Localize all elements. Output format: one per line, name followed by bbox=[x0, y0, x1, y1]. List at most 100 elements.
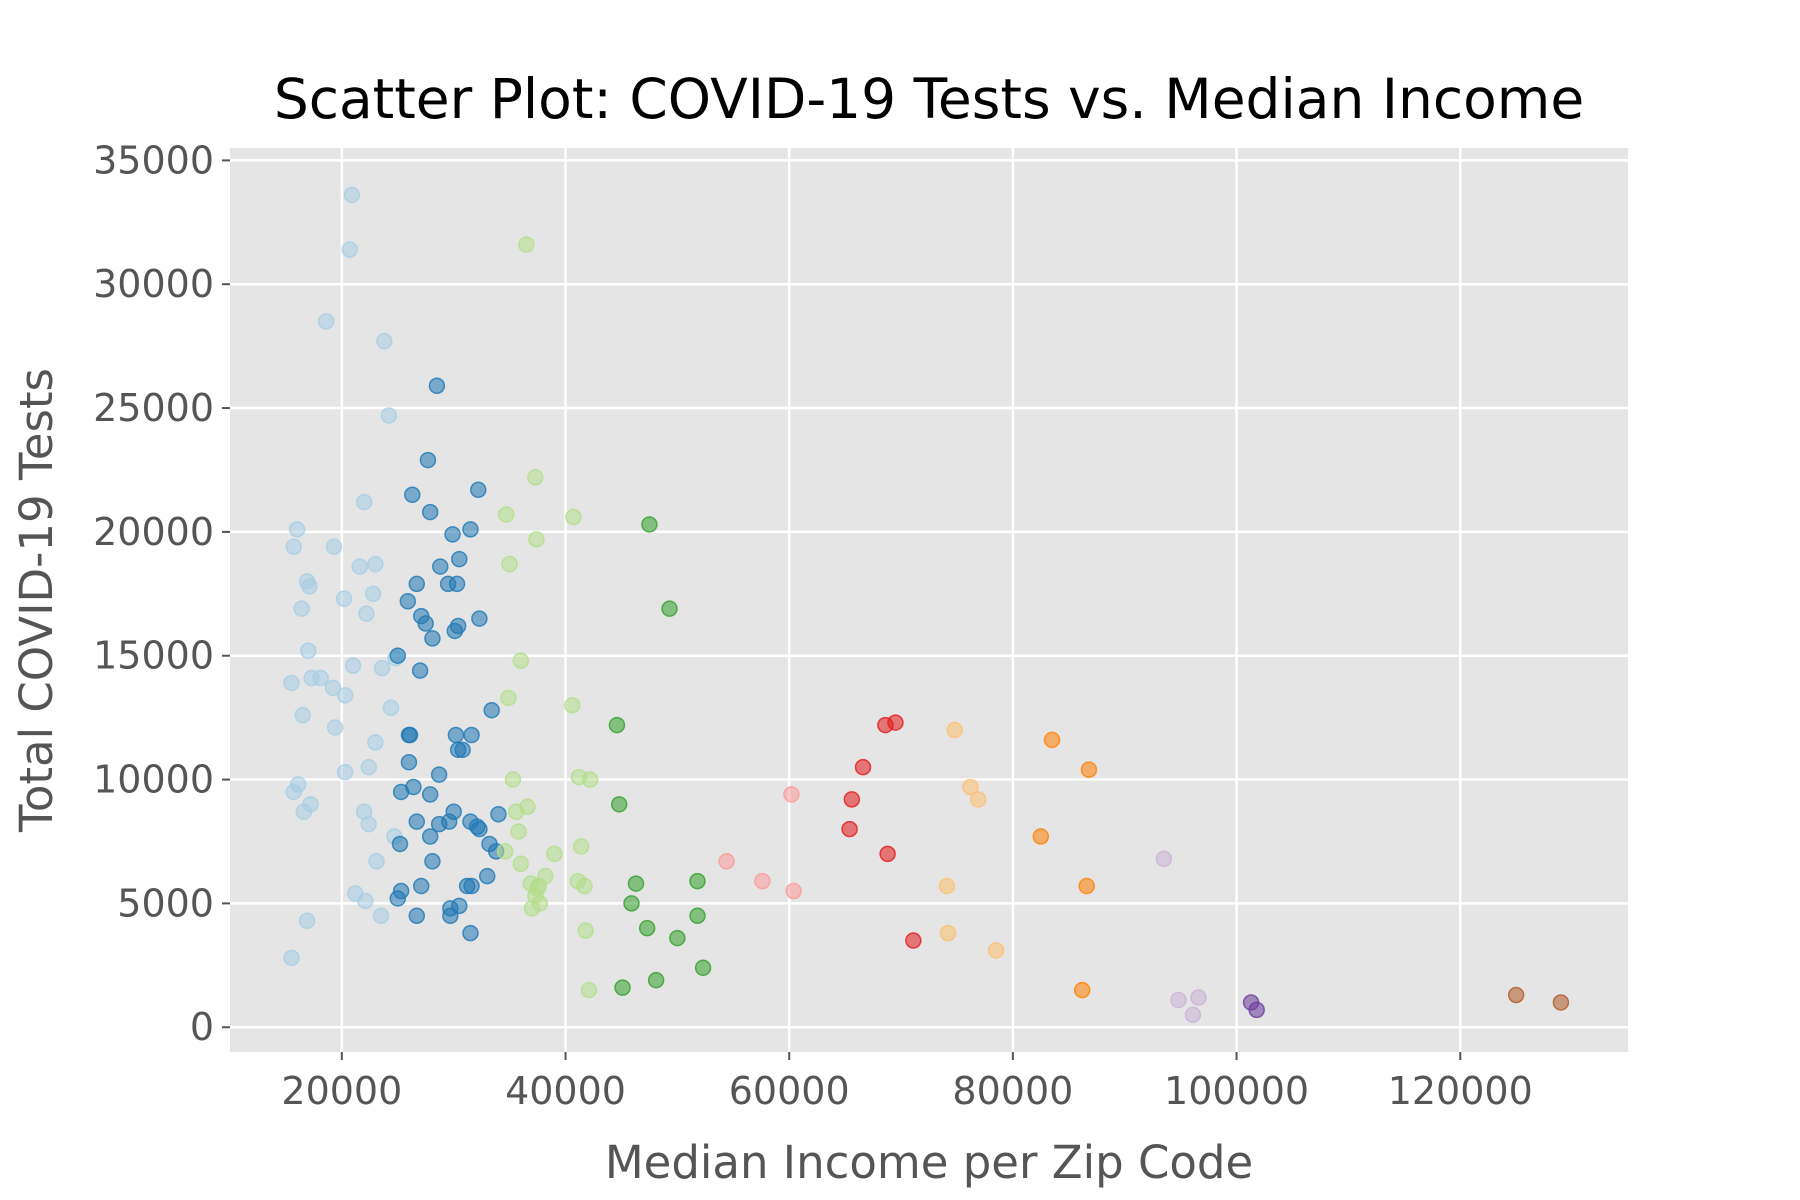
data-point bbox=[391, 835, 409, 853]
data-point bbox=[490, 805, 507, 823]
data-point bbox=[444, 526, 461, 543]
data-point bbox=[288, 521, 306, 538]
data-point bbox=[938, 877, 956, 895]
data-point bbox=[408, 907, 426, 925]
data-point bbox=[295, 803, 313, 821]
data-point bbox=[408, 575, 426, 593]
data-point bbox=[608, 716, 626, 734]
data-point bbox=[404, 486, 421, 503]
data-point bbox=[432, 558, 449, 575]
data-point bbox=[623, 895, 640, 912]
data-point bbox=[462, 521, 479, 538]
x-tick-label: 60000 bbox=[729, 1069, 850, 1113]
data-point bbox=[638, 919, 656, 937]
data-point bbox=[448, 575, 466, 593]
data-point bbox=[854, 758, 872, 776]
point-series-4 bbox=[608, 516, 712, 996]
data-point bbox=[424, 630, 441, 647]
data-point bbox=[454, 741, 471, 759]
data-point bbox=[343, 186, 361, 204]
data-point bbox=[421, 828, 439, 845]
data-point bbox=[962, 778, 979, 796]
data-point bbox=[451, 550, 468, 568]
data-point bbox=[399, 592, 417, 610]
data-point bbox=[449, 617, 467, 635]
data-point bbox=[576, 877, 593, 895]
data-point bbox=[424, 853, 441, 870]
point-series-2 bbox=[389, 377, 507, 942]
data-point bbox=[614, 979, 631, 996]
data-point bbox=[946, 721, 963, 739]
data-point bbox=[325, 538, 343, 556]
data-point bbox=[572, 838, 590, 855]
data-point bbox=[483, 701, 500, 719]
data-point bbox=[360, 758, 377, 776]
data-point bbox=[939, 924, 957, 942]
data-point bbox=[373, 659, 391, 677]
data-point bbox=[335, 590, 353, 608]
data-point bbox=[367, 555, 384, 573]
data-point bbox=[577, 922, 594, 939]
data-point bbox=[301, 578, 318, 595]
data-point bbox=[326, 719, 344, 736]
data-point bbox=[294, 706, 311, 724]
data-point bbox=[987, 942, 1005, 959]
data-point bbox=[497, 506, 515, 523]
data-point bbox=[785, 882, 802, 900]
data-point bbox=[669, 929, 686, 947]
x-tick-label: 80000 bbox=[952, 1069, 1073, 1113]
data-point bbox=[500, 689, 517, 707]
data-point bbox=[512, 855, 530, 873]
data-point bbox=[368, 853, 385, 870]
data-point bbox=[523, 900, 541, 917]
x-tick-label: 120000 bbox=[1388, 1069, 1533, 1113]
data-point bbox=[528, 531, 545, 548]
data-point bbox=[430, 815, 448, 833]
data-point bbox=[1170, 991, 1187, 1009]
grid-lines bbox=[230, 148, 1628, 1052]
data-point bbox=[783, 786, 800, 803]
data-point bbox=[877, 716, 894, 734]
data-point bbox=[400, 753, 418, 771]
data-point bbox=[1078, 877, 1095, 895]
data-point bbox=[421, 503, 439, 521]
data-point bbox=[478, 867, 496, 885]
data-point bbox=[565, 508, 582, 526]
data-point bbox=[841, 820, 858, 838]
data-point bbox=[341, 241, 358, 258]
y-tick-label: 20000 bbox=[93, 510, 214, 554]
data-point bbox=[312, 669, 329, 687]
data-points bbox=[283, 186, 1570, 1024]
data-point bbox=[367, 734, 384, 751]
data-point bbox=[570, 768, 588, 786]
point-series-7 bbox=[938, 721, 1005, 959]
data-point bbox=[357, 892, 374, 910]
data-point bbox=[1184, 1006, 1202, 1024]
data-point bbox=[1190, 989, 1207, 1006]
data-point bbox=[411, 662, 429, 679]
data-point bbox=[468, 818, 486, 835]
data-point bbox=[843, 791, 861, 808]
point-series-6 bbox=[841, 714, 922, 949]
data-point bbox=[408, 813, 426, 830]
data-point bbox=[421, 786, 439, 803]
x-tick-label: 20000 bbox=[281, 1069, 402, 1113]
data-point bbox=[905, 932, 922, 949]
y-tick-label: 30000 bbox=[93, 262, 214, 306]
data-point bbox=[293, 600, 310, 617]
data-point bbox=[285, 538, 302, 556]
data-point bbox=[1155, 850, 1173, 868]
data-point bbox=[462, 924, 479, 942]
data-point bbox=[442, 907, 459, 925]
data-point bbox=[1248, 1001, 1265, 1019]
x-tick-label: 40000 bbox=[505, 1069, 626, 1113]
data-point bbox=[580, 981, 598, 999]
y-axis-label: Total COVID-19 Tests bbox=[10, 368, 63, 833]
y-tick-label: 10000 bbox=[93, 758, 214, 802]
point-series-1 bbox=[283, 186, 404, 967]
data-point bbox=[372, 907, 390, 925]
y-tick-label: 0 bbox=[190, 1005, 214, 1049]
data-point bbox=[501, 555, 518, 573]
point-series-9 bbox=[1155, 850, 1207, 1024]
data-point bbox=[647, 971, 665, 989]
